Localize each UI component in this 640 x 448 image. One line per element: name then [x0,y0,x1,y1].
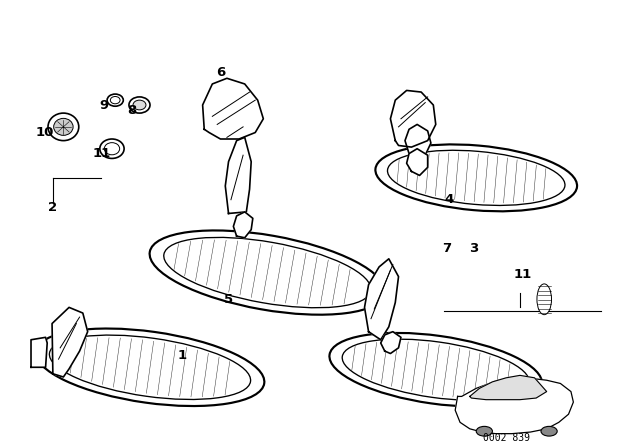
Polygon shape [365,259,399,340]
Polygon shape [390,90,436,147]
Polygon shape [405,125,431,159]
Text: 9: 9 [99,99,108,112]
Ellipse shape [150,230,385,314]
Polygon shape [470,375,547,400]
Ellipse shape [537,284,552,314]
Polygon shape [225,138,251,214]
Ellipse shape [541,426,557,436]
Ellipse shape [129,97,150,113]
Polygon shape [203,78,263,139]
Ellipse shape [476,426,492,436]
Polygon shape [31,337,47,367]
Ellipse shape [107,94,124,106]
Ellipse shape [387,150,565,206]
Text: 11: 11 [513,268,531,281]
Ellipse shape [164,237,371,308]
Polygon shape [52,307,88,377]
Polygon shape [406,149,428,176]
Ellipse shape [49,335,251,400]
Text: 6: 6 [216,66,225,79]
Ellipse shape [36,328,264,406]
Ellipse shape [100,139,124,159]
Ellipse shape [133,100,146,110]
Text: 0002 839: 0002 839 [483,433,530,443]
Text: 3: 3 [469,242,479,255]
Text: 4: 4 [445,193,454,206]
Text: 11: 11 [92,147,111,160]
Text: 2: 2 [48,201,58,214]
Text: 10: 10 [36,126,54,139]
Ellipse shape [330,333,542,406]
Ellipse shape [54,118,73,135]
Polygon shape [234,212,253,238]
Ellipse shape [342,339,529,400]
Text: 5: 5 [224,293,233,306]
Polygon shape [455,378,573,434]
Text: 1: 1 [178,349,187,362]
Text: 8: 8 [127,104,136,117]
Polygon shape [381,332,401,353]
Ellipse shape [48,113,79,141]
Text: 7: 7 [442,242,452,255]
Ellipse shape [376,144,577,211]
